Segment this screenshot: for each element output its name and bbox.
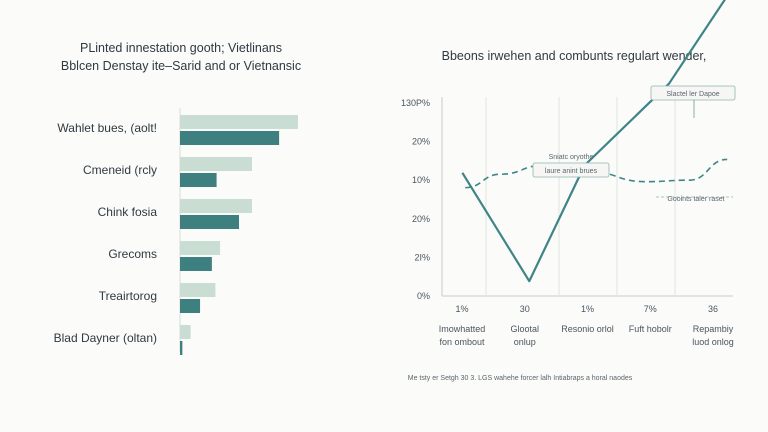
annotation-text: Gooints taler raset — [667, 196, 724, 203]
annotation-top-right: Slactel ler Dapoe — [650, 85, 736, 118]
x-category-label: Fuft hobolr — [629, 324, 672, 334]
bar-dark — [180, 299, 201, 313]
bar-dark — [180, 341, 183, 355]
bar-light — [180, 199, 252, 213]
annotation-text: Sniatc oryothe — [549, 154, 594, 161]
series-line-solid — [461, 0, 726, 283]
x-category-label: Imowhatted — [439, 324, 486, 334]
bar-category-label: Blad Dayner (oltan) — [54, 331, 157, 345]
annotation-text: laure anint brues — [545, 168, 598, 175]
series-line-dashed — [465, 158, 728, 189]
footnote: Me tsty er Setgh 30 3. LGS wahehe forcer… — [408, 375, 633, 382]
annotation-mid-left: Sniatc oryothe laure anint brues — [532, 154, 610, 178]
x-category-label: Resonio orlol — [561, 324, 614, 334]
bar-dark — [180, 257, 212, 271]
bar-category-label: Chink fosia — [98, 205, 158, 219]
bar-light — [180, 241, 221, 255]
bar-category-label: Wahlet bues, (aolt! — [57, 121, 157, 135]
bar-category-label: Treairtorog — [99, 289, 157, 303]
x-tick-label: 1% — [455, 304, 468, 314]
x-tick-label: 1% — [581, 304, 594, 314]
x-category-label: luod onlog — [692, 337, 734, 347]
right-line-chart: Bbeons irwehen and combunts regulart wen… — [401, 0, 736, 347]
bar-light — [180, 115, 298, 129]
left-chart-title-line2: Bblcen Denstay ite–Sarid and or Vietnans… — [61, 59, 301, 73]
x-tick-label: 30 — [520, 304, 530, 314]
y-tick-label: 10% — [412, 175, 430, 185]
left-chart-title-line1: PLinted innestation gooth; Vietlinans — [80, 41, 282, 55]
bar-category-label: Grecoms — [108, 247, 157, 261]
annotation-dashed-end: Gooints taler raset — [656, 196, 733, 203]
bar-light — [180, 325, 191, 339]
x-tick-label: 7% — [644, 304, 657, 314]
left-bar-chart: PLinted innestation gooth; Vietlinans Bb… — [54, 41, 301, 355]
y-tick-label: 0% — [417, 291, 430, 301]
bar-light — [180, 283, 216, 297]
y-tick-label: 20% — [412, 214, 430, 224]
bar-dark — [180, 173, 217, 187]
right-chart-title: Bbeons irwehen and combunts regulart wen… — [442, 49, 707, 63]
x-category-label: fon ombout — [439, 337, 485, 347]
annotation-text: Slactel ler Dapoe — [666, 91, 719, 98]
bar-dark — [180, 215, 239, 229]
bar-category-label: Cmeneid (rcly — [83, 163, 157, 177]
x-category-label: Repambiy — [693, 324, 734, 334]
x-category-label: Glootal — [510, 324, 539, 334]
bar-dark — [180, 131, 280, 145]
x-category-label: onlup — [514, 337, 536, 347]
bar-light — [180, 157, 252, 171]
x-tick-label: 36 — [708, 304, 718, 314]
y-tick-label: 130P% — [401, 98, 430, 108]
y-tick-label: 20% — [412, 137, 430, 147]
y-tick-label: 2I% — [414, 252, 430, 262]
